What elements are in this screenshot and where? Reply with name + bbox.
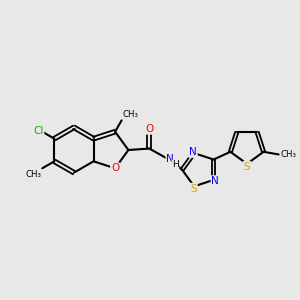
Text: S: S (244, 162, 250, 172)
Text: Cl: Cl (33, 126, 44, 136)
Text: CH₃: CH₃ (123, 110, 139, 119)
Text: CH₃: CH₃ (25, 170, 41, 179)
Text: O: O (111, 163, 119, 173)
Text: H: H (172, 160, 179, 169)
Text: O: O (145, 124, 153, 134)
Text: S: S (190, 184, 197, 194)
Text: CH₃: CH₃ (280, 150, 296, 159)
Text: N: N (189, 147, 197, 157)
Text: N: N (166, 154, 174, 164)
Text: N: N (212, 176, 219, 186)
